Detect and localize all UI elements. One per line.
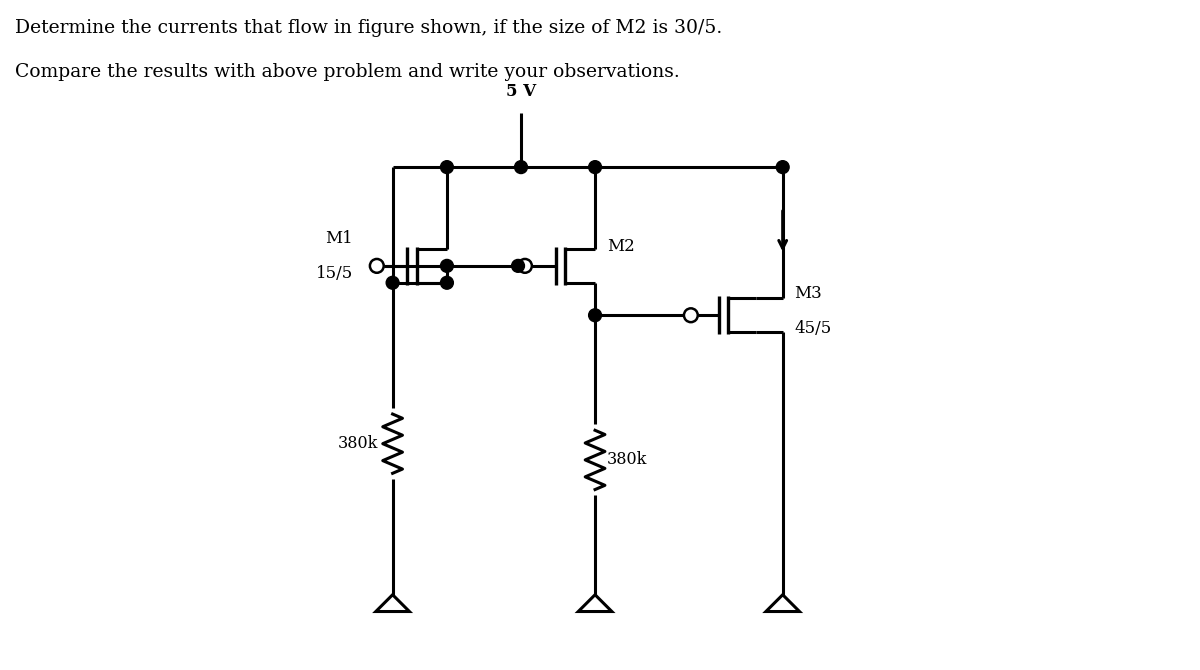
Text: 380k: 380k [337, 436, 378, 452]
Circle shape [518, 259, 532, 273]
Circle shape [440, 259, 454, 272]
Circle shape [386, 276, 400, 289]
Text: M1: M1 [325, 230, 353, 247]
Text: 380k: 380k [607, 452, 647, 468]
Circle shape [440, 276, 454, 289]
Circle shape [511, 259, 524, 272]
Text: 5 V: 5 V [506, 83, 536, 100]
Circle shape [589, 309, 601, 322]
Circle shape [684, 308, 697, 322]
Text: M2: M2 [607, 238, 635, 255]
Circle shape [515, 161, 528, 174]
Circle shape [776, 161, 790, 174]
Text: 45/5: 45/5 [794, 320, 832, 336]
Circle shape [589, 161, 601, 174]
Text: M3: M3 [794, 285, 822, 302]
Circle shape [370, 259, 384, 273]
Circle shape [440, 161, 454, 174]
Text: Determine the currents that flow in figure shown, if the size of M2 is 30/5.: Determine the currents that flow in figu… [16, 19, 722, 37]
Text: Compare the results with above problem and write your observations.: Compare the results with above problem a… [16, 64, 680, 82]
Text: 15/5: 15/5 [316, 265, 353, 282]
